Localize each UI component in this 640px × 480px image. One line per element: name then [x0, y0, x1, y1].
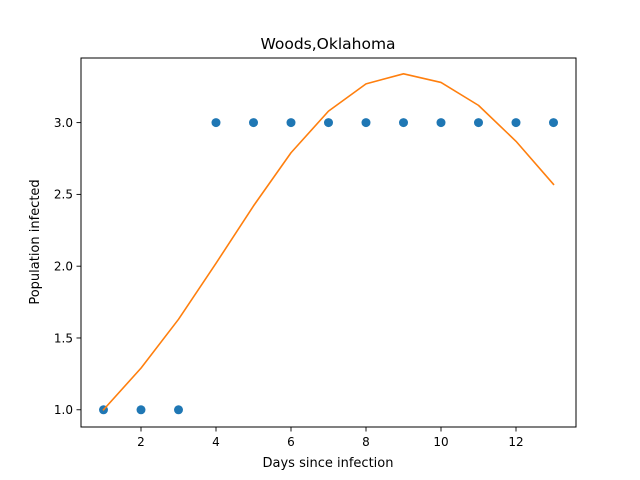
- x-tick-label: 4: [212, 435, 220, 449]
- x-axis-ticks: 2 4 6 8 10 12: [137, 427, 524, 449]
- series-layer: [99, 72, 558, 415]
- scatter-point: [249, 118, 258, 128]
- scatter-point: [136, 405, 146, 415]
- y-axis-label: Population infected: [28, 179, 43, 304]
- plot-frame: [80, 57, 577, 428]
- x-tick-label: 10: [433, 435, 448, 449]
- x-tick-label: 2: [137, 435, 145, 449]
- x-axis-label: Days since infection: [263, 456, 394, 471]
- fit-line: [102, 72, 555, 411]
- plot-area: [80, 57, 577, 428]
- y-tick-label: 3.0: [54, 116, 73, 130]
- y-tick-label: 2.0: [54, 259, 73, 273]
- scatter-point: [549, 118, 558, 128]
- chart-title: Woods,Oklahoma: [260, 35, 395, 53]
- scatter-point: [324, 118, 333, 128]
- y-axis-ticks: 1.0 1.5 2.0 2.5 3.0: [54, 116, 81, 417]
- scatter-point: [436, 118, 446, 128]
- scatter-point: [211, 118, 221, 128]
- scatter-point: [474, 118, 483, 128]
- scatter-point: [399, 118, 408, 128]
- x-tick-label: 12: [508, 435, 523, 449]
- scatter-point: [286, 118, 296, 128]
- x-tick-label: 6: [287, 435, 295, 449]
- scatter-point: [511, 118, 521, 128]
- x-tick-label: 8: [362, 435, 370, 449]
- y-tick-label: 2.5: [54, 188, 73, 202]
- scatter-point: [174, 405, 183, 415]
- scatter-point: [361, 118, 371, 128]
- y-tick-label: 1.0: [54, 403, 73, 417]
- y-tick-label: 1.5: [54, 331, 73, 345]
